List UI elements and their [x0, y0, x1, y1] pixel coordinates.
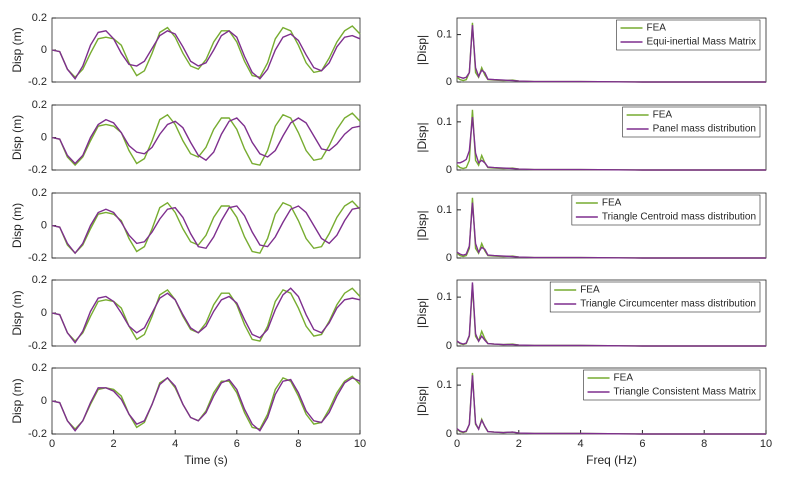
y-tick-label: -0.2 [28, 76, 47, 88]
legend: FEA Panel mass distribution [622, 106, 761, 138]
series-line [457, 116, 766, 171]
y-tick-label: 0.2 [32, 274, 47, 286]
x-tick-label: 8 [295, 438, 301, 450]
x-tick-label: 2 [111, 438, 117, 450]
y-tick-label: 0.2 [32, 187, 47, 199]
y-axis-label: Disp (m) [10, 378, 24, 423]
y-tick-label: 0.1 [437, 204, 452, 216]
legend: FEA Triangle Consistent Mass Matrix [583, 369, 761, 401]
y-axis-label: Disp (m) [10, 27, 24, 72]
y-axis-label: |Disp| [415, 386, 429, 416]
legend-box [622, 106, 761, 138]
y-tick-label: 0.2 [32, 99, 47, 111]
y-tick-label: 0 [446, 252, 452, 264]
legend-label: FEA [602, 198, 622, 209]
legend-box [616, 19, 761, 51]
series-line [51, 112, 361, 167]
series-line [51, 287, 361, 344]
legend-label: Panel mass distribution [653, 124, 756, 135]
series-line [51, 25, 361, 79]
x-tick-label: 2 [516, 438, 522, 450]
subplot: 0 0.1 0 2 4 6 8 10 |Disp| Freq (Hz) FEA Triangle Co… [415, 367, 772, 467]
legend-label: FEA [580, 285, 600, 296]
y-tick-label: 0.1 [437, 28, 452, 40]
legend-label: FEA [614, 373, 634, 384]
plot-area [51, 279, 361, 347]
subplot: 0 0.1 |Disp| FEA Triangle Circumcenter mass … [415, 279, 767, 352]
series-line [51, 29, 361, 81]
legend: FEA Triangle Circumcenter mass distributi… [549, 281, 761, 313]
subplot: -0.2 0 0.2 Disp (m) [10, 274, 361, 352]
legend: FEA Triangle Centroid mass distribution [571, 194, 761, 226]
subplot: 0 0.1 |Disp| FEA Equi-inertial Mass Matrix [415, 17, 767, 88]
series-line [51, 287, 361, 343]
series-line [51, 376, 361, 432]
y-axis-label: |Disp| [415, 35, 429, 65]
legend-box [571, 194, 761, 226]
y-tick-label: 0 [446, 164, 452, 176]
y-tick-label: -0.2 [28, 428, 47, 440]
x-tick-label: 10 [354, 438, 366, 450]
x-axis-label: Time (s) [184, 453, 228, 467]
series-line [51, 205, 361, 255]
y-tick-label: 0 [41, 44, 47, 56]
y-tick-label: 0 [446, 76, 452, 88]
x-tick-label: 6 [234, 438, 240, 450]
legend-label: Triangle Circumcenter mass distribution [580, 299, 756, 310]
plot-area [51, 104, 361, 171]
legend-label: Triangle Consistent Mass Matrix [614, 387, 756, 398]
y-tick-label: -0.2 [28, 252, 47, 264]
y-tick-label: 0.1 [437, 379, 452, 391]
y-axis-label: |Disp| [415, 122, 429, 152]
y-axis-label: |Disp| [415, 298, 429, 328]
series-line [51, 117, 361, 165]
plot-area [51, 367, 361, 435]
y-axis-label: Disp (m) [10, 203, 24, 248]
x-tick-label: 8 [701, 438, 707, 450]
series-line [456, 375, 766, 435]
legend-label: FEA [653, 110, 673, 121]
y-tick-label: 0 [446, 428, 452, 440]
y-tick-label: 0 [41, 395, 47, 407]
subplot: -0.2 0 0.2 Disp (m) [10, 12, 361, 88]
y-tick-label: 0 [446, 340, 452, 352]
subplot: -0.2 0 0.2 Disp (m) [10, 99, 361, 176]
x-tick-label: 4 [578, 438, 584, 450]
subplot: -0.2 0 0.2 Disp (m) [10, 187, 361, 264]
plot-area [51, 17, 361, 83]
x-tick-label: 0 [49, 438, 55, 450]
series-line [456, 282, 766, 347]
x-tick-label: 4 [172, 438, 178, 450]
y-axis-label: |Disp| [415, 210, 429, 240]
y-axis-label: Disp (m) [10, 290, 24, 335]
series-line [51, 200, 361, 255]
legend-box [583, 369, 761, 401]
legend-label: FEA [647, 23, 667, 34]
series-line [456, 25, 766, 83]
y-tick-label: -0.2 [28, 164, 47, 176]
subplot: 0 0.1 |Disp| FEA Triangle Centroid mass dist… [415, 192, 767, 264]
y-tick-label: 0.1 [437, 116, 452, 128]
x-tick-label: 10 [760, 438, 772, 450]
subplot: 0 0.1 |Disp| FEA Panel mass distribution [415, 104, 767, 176]
legend-label: Triangle Centroid mass distribution [602, 212, 756, 223]
x-tick-label: 0 [454, 438, 460, 450]
y-tick-label: 0 [41, 307, 47, 319]
x-tick-label: 6 [639, 438, 645, 450]
legend: FEA Equi-inertial Mass Matrix [616, 19, 761, 51]
series-line [456, 202, 766, 259]
y-tick-label: 0 [41, 219, 47, 231]
y-tick-label: 0.1 [437, 291, 452, 303]
y-tick-label: 0.2 [32, 12, 47, 24]
y-axis-label: Disp (m) [10, 115, 24, 160]
y-tick-label: 0 [41, 131, 47, 143]
x-axis-label: Freq (Hz) [586, 453, 637, 467]
legend-box [549, 281, 761, 313]
y-tick-label: 0.2 [32, 362, 47, 374]
legend-label: Equi-inertial Mass Matrix [647, 37, 756, 48]
y-tick-label: -0.2 [28, 340, 47, 352]
